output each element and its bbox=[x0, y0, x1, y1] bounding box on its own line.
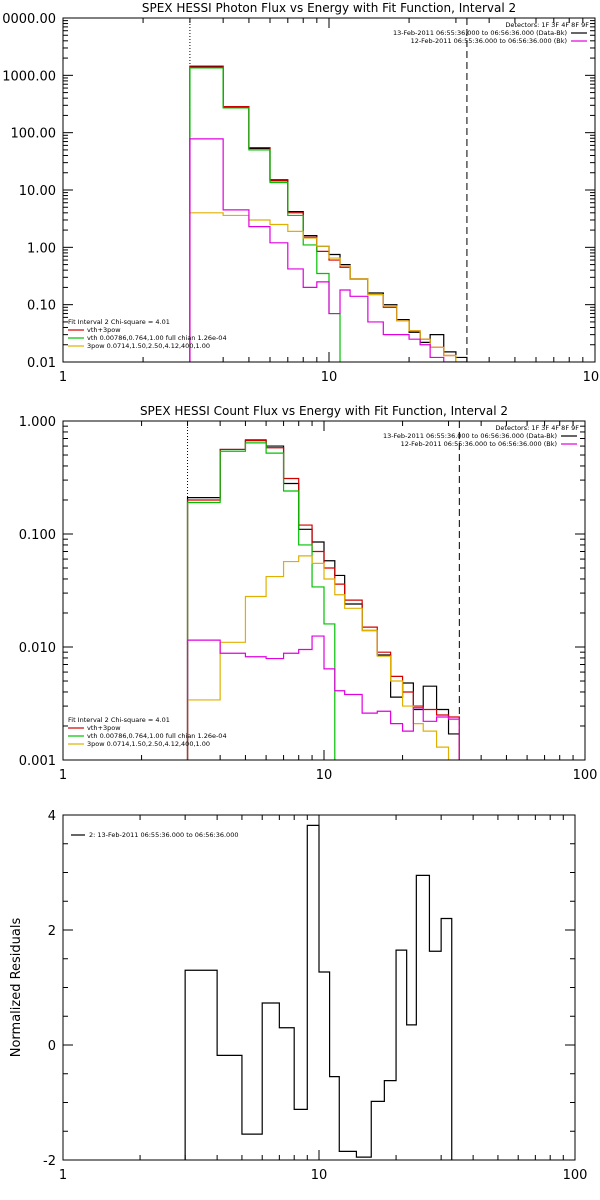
legend-label: 3pow 0.0714,1.50,2.50,4.12,400,1.00 bbox=[87, 342, 210, 350]
x-tick-label: 10 bbox=[321, 370, 338, 385]
info-line: 13-Feb-2011 06:55:36.000 to 06:56:36.000… bbox=[393, 29, 567, 37]
series-line-1 bbox=[184, 824, 453, 1160]
legend-label: 2: 13-Feb-2011 06:55:36.000 to 06:56:36.… bbox=[89, 831, 238, 839]
x-tick-label: 100 bbox=[573, 768, 598, 783]
info-line: 13-Feb-2011 06:55:36.000 to 06:56:36.000… bbox=[383, 432, 557, 440]
y-tick-label: 4 bbox=[48, 809, 56, 824]
chart-panel-1: SPEX HESSI Photon Flux vs Energy with Fi… bbox=[2, 1, 600, 385]
chart-title: SPEX HESSI Count Flux vs Energy with Fit… bbox=[140, 404, 508, 418]
series-line-3 bbox=[186, 442, 336, 760]
series-line-2 bbox=[189, 65, 468, 362]
y-tick-label: 0.01 bbox=[27, 356, 56, 371]
y-axis-label: Normalized Residuals bbox=[9, 918, 24, 1058]
series-line-3 bbox=[189, 67, 341, 362]
x-tick-label: 10 bbox=[316, 768, 333, 783]
series-group bbox=[184, 824, 453, 1160]
plot-frame bbox=[62, 814, 576, 1161]
x-tick-label: 1 bbox=[59, 1168, 67, 1183]
y-tick-label: 2 bbox=[48, 924, 56, 939]
info-line: Detectors: 1F 3F 4F 8F 9F bbox=[495, 424, 579, 432]
y-tick-label: 0.100 bbox=[19, 528, 56, 543]
series-line-4 bbox=[186, 555, 450, 760]
legend-label: vth+3pow bbox=[87, 724, 121, 732]
fit-info-text: Fit Interval 2 Chi-square = 4.01 bbox=[68, 318, 170, 326]
legend-label: vth 0.00786,0.764,1.00 full chian 1.26e-… bbox=[87, 334, 227, 342]
info-line: 12-Feb-2011 06:55:36.000 to 06:56:36.000… bbox=[411, 37, 567, 45]
y-tick-label: 1000.00 bbox=[2, 69, 56, 84]
legend-label: 3pow 0.0714,1.50,2.50,4.12,400,1.00 bbox=[87, 740, 210, 748]
chart-panel-3: Normalized Residuals 1 10 100 -2 0 2 4 2: 13-Feb… bbox=[9, 809, 587, 1183]
y-tick-label: 1.00 bbox=[27, 241, 56, 256]
y-tick-label: 10.00 bbox=[19, 184, 56, 199]
chart-title: SPEX HESSI Photon Flux vs Energy with Fi… bbox=[142, 1, 516, 15]
y-tick-label: 1.000 bbox=[19, 415, 56, 430]
y-tick-label: -2 bbox=[43, 1154, 56, 1169]
series-group bbox=[189, 65, 468, 362]
chart-panel-2: SPEX HESSI Count Flux vs Energy with Fit… bbox=[19, 404, 598, 783]
series-line-5 bbox=[186, 635, 460, 760]
series-group bbox=[186, 439, 460, 760]
series-line-1 bbox=[189, 66, 468, 362]
x-tick-label: 1 bbox=[59, 768, 67, 783]
y-tick-label: 0000.00 bbox=[2, 12, 56, 27]
plot-frame bbox=[62, 17, 596, 363]
info-line: 12-Feb-2011 06:55:36.000 to 06:56:36.000… bbox=[401, 440, 557, 448]
info-line: Detectors: 1F 3F 4F 8F 9F bbox=[505, 21, 589, 29]
series-line-5 bbox=[189, 138, 457, 362]
fit-info-text: Fit Interval 2 Chi-square = 4.01 bbox=[68, 716, 170, 724]
x-tick-label: 1 bbox=[59, 370, 67, 385]
y-tick-label: 0.010 bbox=[19, 641, 56, 656]
plot-frame bbox=[62, 420, 586, 761]
y-tick-label: 100.00 bbox=[11, 127, 57, 142]
y-tick-label: 0 bbox=[48, 1039, 56, 1054]
y-tick-label: 0.10 bbox=[27, 299, 56, 314]
x-tick-label: 100 bbox=[563, 1168, 588, 1183]
legend-label: vth+3pow bbox=[87, 326, 121, 334]
x-tick-label: 10 bbox=[311, 1168, 328, 1183]
x-tick-label: 100 bbox=[583, 370, 600, 385]
legend-label: vth 0.00786,0.764,1.00 full chian 1.26e-… bbox=[87, 732, 227, 740]
y-tick-label: 0.001 bbox=[19, 754, 56, 769]
